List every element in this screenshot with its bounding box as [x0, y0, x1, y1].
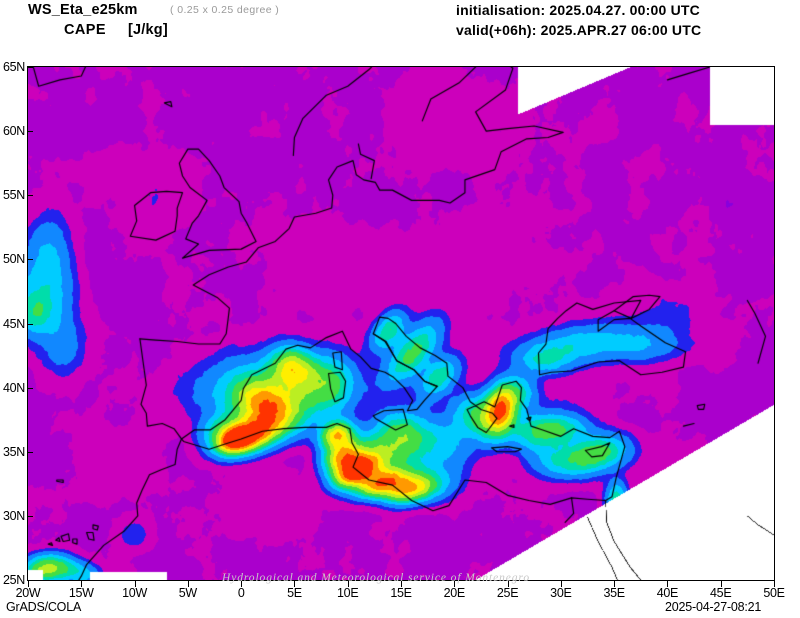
longitude-tick-label: 25E	[496, 586, 519, 600]
longitude-tick-label: 10E	[337, 586, 359, 600]
longitude-tick-label: 30E	[550, 586, 572, 600]
longitude-tick-mark	[294, 581, 296, 587]
latitude-tick-mark	[27, 131, 33, 133]
longitude-tick-mark	[454, 581, 456, 587]
longitude-tick-label: 5W	[178, 586, 197, 600]
latitude-tick-label: 50N	[2, 252, 25, 267]
longitude-tick-mark	[81, 581, 83, 587]
latitude-tick-mark	[27, 515, 33, 517]
latitude-tick-mark	[27, 323, 33, 325]
longitude-tick-label: 50E	[763, 586, 785, 600]
longitude-tick-mark	[720, 581, 722, 587]
longitude-tick-mark	[614, 581, 616, 587]
longitude-tick-mark	[187, 581, 189, 587]
latitude-tick-mark	[27, 195, 33, 197]
latitude-tick-label: 30N	[2, 508, 25, 523]
model-name-label: WS_Eta_e25km	[28, 2, 138, 18]
latitude-tick-mark	[27, 259, 33, 261]
latitude-tick-label: 35N	[2, 444, 25, 459]
longitude-tick-label: 45E	[710, 586, 732, 600]
longitude-tick-label: 15W	[68, 586, 94, 600]
longitude-tick-mark	[560, 581, 562, 587]
variable-name-label: CAPE	[64, 22, 106, 38]
longitude-tick-label: 20W	[15, 586, 41, 600]
valid-time-label: valid(+06h): 2025.APR.27 06:00 UTC	[456, 22, 702, 38]
map-plot-area	[27, 66, 775, 581]
longitude-tick-mark	[241, 581, 243, 587]
longitude-tick-label: 0	[237, 586, 245, 600]
latitude-tick-label: 65N	[2, 60, 25, 74]
longitude-tick-mark	[667, 581, 669, 587]
longitude-tick-label: 15E	[390, 586, 412, 600]
longitude-tick-mark	[401, 581, 402, 587]
variable-unit-label: [J/kg]	[128, 22, 168, 38]
latitude-tick-label: 45N	[2, 316, 25, 331]
latitude-tick-label: 55N	[2, 188, 25, 203]
longitude-tick-mark	[134, 581, 136, 587]
model-resolution-label: ( 0.25 x 0.25 degree )	[170, 4, 280, 16]
longitude-tick-mark	[774, 581, 775, 587]
cape-field-canvas	[28, 67, 774, 580]
agency-watermark: Hydrological and Meteorological service …	[222, 572, 530, 584]
latitude-tick-label: 60N	[2, 124, 25, 139]
longitude-tick-mark	[28, 581, 29, 587]
initialisation-time-label: initialisation: 2025.04.27. 00:00 UTC	[456, 2, 700, 18]
latitude-tick-label: 25N	[2, 573, 25, 587]
latitude-tick-mark	[27, 67, 33, 68]
latitude-tick-mark	[27, 387, 33, 389]
grads-credit-label: GrADS/COLA	[6, 600, 82, 614]
longitude-tick-label: 10W	[122, 586, 147, 600]
latitude-tick-label: 40N	[2, 380, 25, 395]
latitude-tick-mark	[27, 451, 33, 453]
longitude-tick-label: 35E	[603, 586, 625, 600]
run-timestamp-label: 2025-04-27-08:21	[665, 600, 762, 614]
longitude-tick-mark	[507, 581, 509, 587]
longitude-tick-mark	[347, 581, 349, 587]
longitude-tick-label: 20E	[443, 586, 466, 600]
latitude-tick-mark	[27, 580, 33, 581]
longitude-tick-label: 5E	[287, 586, 302, 600]
longitude-tick-label: 40E	[656, 586, 679, 600]
